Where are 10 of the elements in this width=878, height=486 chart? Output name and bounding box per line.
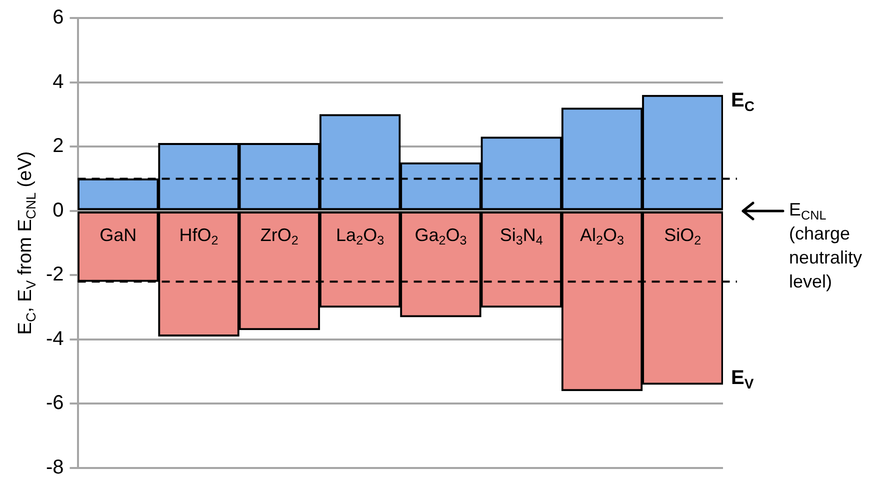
y-tick-label: 0 — [52, 199, 64, 222]
y-tick-label: 6 — [52, 6, 64, 29]
y-tick-label: -2 — [46, 264, 64, 286]
x-tick-label: GaN — [100, 224, 137, 245]
y-tick-label: -6 — [46, 392, 64, 414]
y-axis-title: EC, EV from ECNL (eV) — [15, 151, 38, 335]
y-tick-label: -4 — [46, 328, 64, 350]
y-tick-label: -8 — [46, 456, 64, 479]
y-tick-label: 4 — [52, 70, 64, 93]
y-tick-label: 2 — [52, 135, 64, 158]
